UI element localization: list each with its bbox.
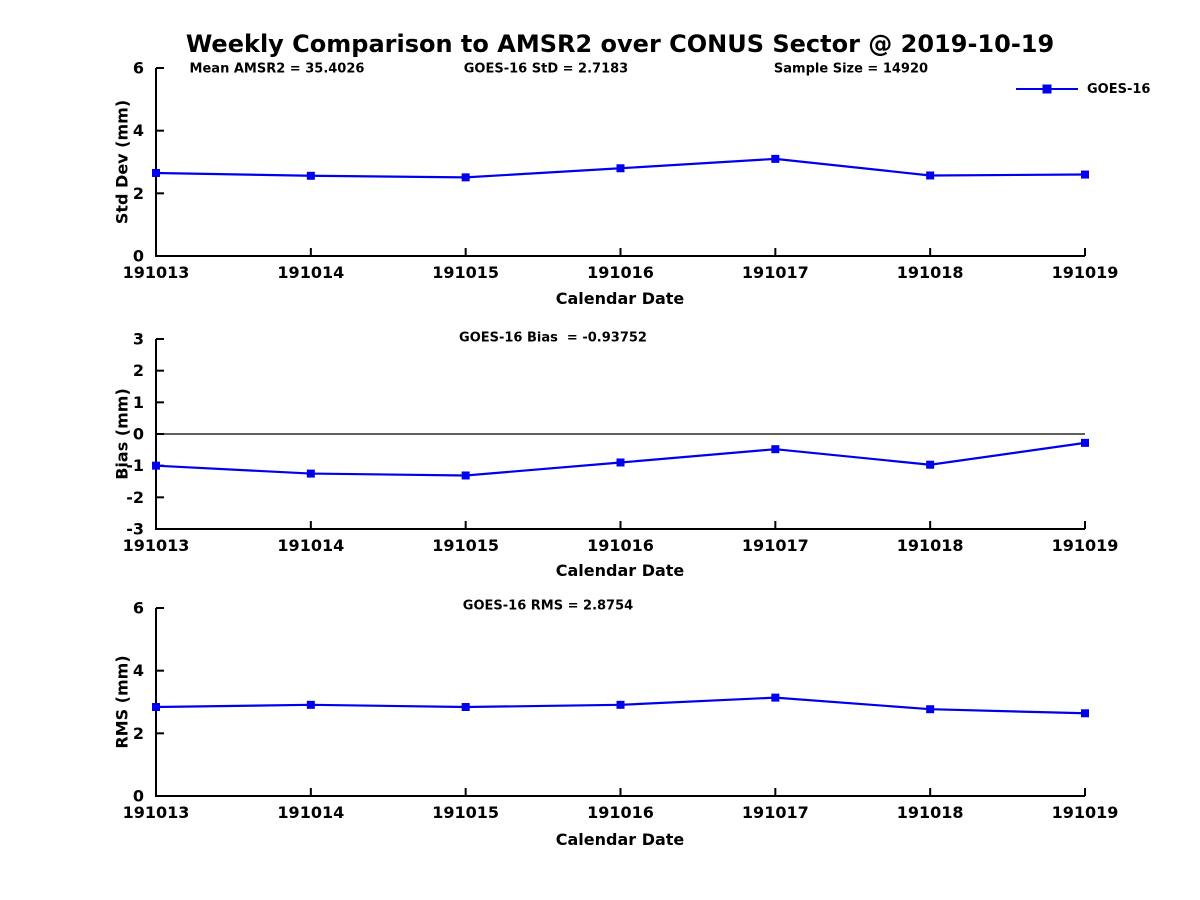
rms-xtick-label: 191014 [277, 803, 344, 822]
rms-data-marker [461, 703, 470, 712]
rms-xtick-label: 191013 [123, 803, 190, 822]
bias-data-marker [1081, 438, 1089, 447]
figure-title: Weekly Comparison to AMSR2 over CONUS Se… [185, 30, 1055, 58]
legend-label: GOES-16 [1087, 81, 1151, 97]
y-axis-title-rms: RMS (mm) [112, 655, 132, 749]
stddev-plot: 0 2 4 6 191013 191014 191015 191016 191017 191018… [123, 59, 1119, 283]
legend-line-sample [1016, 84, 1078, 94]
rms-xtick-label: 191016 [587, 803, 654, 822]
bias-data-marker [306, 469, 315, 478]
rms-ytick-label: 6 [133, 599, 144, 618]
stddev-xtick-label: 191016 [587, 263, 654, 282]
bias-xtick-label: 191019 [1052, 536, 1119, 555]
bias-xtick-label: 191015 [432, 536, 499, 555]
bias-xtick-label: 191017 [742, 536, 809, 555]
rms-ytick-label: 4 [133, 661, 144, 680]
bias-ytick-label: 2 [133, 361, 144, 380]
rms-ytick-label: 2 [133, 724, 144, 743]
rms-ytick-label: 0 [133, 787, 144, 806]
bias-data-marker [926, 460, 935, 469]
stddev-ytick-label: 0 [133, 247, 144, 266]
rms-data-marker [771, 693, 780, 702]
annotation-mean-amsr2: Mean AMSR2 = 35.4026 [189, 61, 365, 77]
rms-data-marker [926, 705, 935, 714]
x-axis-title-stddev: Calendar Date [555, 289, 685, 308]
stddev-ytick-label: 2 [133, 184, 144, 203]
y-axis-title-stddev: Std Dev (mm) [112, 99, 132, 225]
stddev-data-marker [306, 171, 315, 180]
rms-data-marker [1081, 709, 1089, 718]
rms-data-marker [616, 700, 625, 709]
legend-square-marker-icon [1042, 84, 1052, 94]
rms-xtick-label: 191019 [1052, 803, 1119, 822]
bias-ytick-label: -2 [126, 488, 144, 507]
bias-plot: -3 -2 -1 0 1 2 3 191013 191014 191015 191016 191017… [123, 330, 1119, 556]
bias-xtick-label: 191018 [897, 536, 964, 555]
stddev-xtick-label: 191014 [277, 263, 344, 282]
rms-data-marker [306, 700, 315, 709]
x-axis-title-bias: Calendar Date [555, 561, 685, 580]
bias-ytick-label: 3 [133, 330, 144, 349]
rms-xtick-label: 191015 [432, 803, 499, 822]
stddev-xtick-label: 191017 [742, 263, 809, 282]
stddev-data-marker [461, 173, 470, 182]
stddev-xtick-label: 191013 [123, 263, 190, 282]
stddev-data-marker [771, 154, 780, 163]
bias-data-marker [461, 471, 470, 480]
y-axis-title-bias: Bias (mm) [112, 388, 132, 480]
stddev-ytick-label: 4 [133, 121, 144, 140]
bias-xtick-label: 191014 [277, 536, 344, 555]
bias-ytick-label: 1 [133, 393, 144, 412]
annotation-goes16-std: GOES-16 StD = 2.7183 [463, 61, 629, 77]
bias-xtick-label: 191016 [587, 536, 654, 555]
rms-plot: 0 2 4 6 191013 191014 191015 191016 191017 191018… [123, 599, 1119, 823]
bias-data-marker [616, 458, 625, 467]
stddev-ytick-label: 6 [133, 59, 144, 78]
annotation-goes16-bias: GOES-16 Bias = -0.93752 [459, 330, 647, 346]
stddev-xtick-label: 191015 [432, 263, 499, 282]
rms-xtick-label: 191017 [742, 803, 809, 822]
stddev-data-marker [152, 168, 160, 177]
stddev-xtick-label: 191019 [1052, 263, 1119, 282]
bias-xtick-label: 191013 [123, 536, 190, 555]
x-axis-title-rms: Calendar Date [555, 830, 685, 849]
stddev-data-marker [926, 171, 935, 180]
annotation-goes16-rms: GOES-16 RMS = 2.8754 [462, 598, 634, 614]
bias-ytick-label: -3 [126, 520, 144, 539]
legend: GOES-16 [1016, 81, 1150, 97]
stddev-data-marker [616, 164, 625, 173]
bias-data-marker [152, 461, 160, 470]
rms-data-marker [152, 703, 160, 712]
bias-ytick-label: 0 [133, 425, 144, 444]
annotation-sample-size: Sample Size = 14920 [773, 61, 929, 77]
stddev-data-marker [1081, 170, 1089, 179]
bias-data-marker [771, 445, 780, 454]
rms-xtick-label: 191018 [897, 803, 964, 822]
bias-ytick-label: -1 [126, 456, 144, 475]
stddev-xtick-label: 191018 [897, 263, 964, 282]
stddev-axes [155, 68, 1085, 257]
